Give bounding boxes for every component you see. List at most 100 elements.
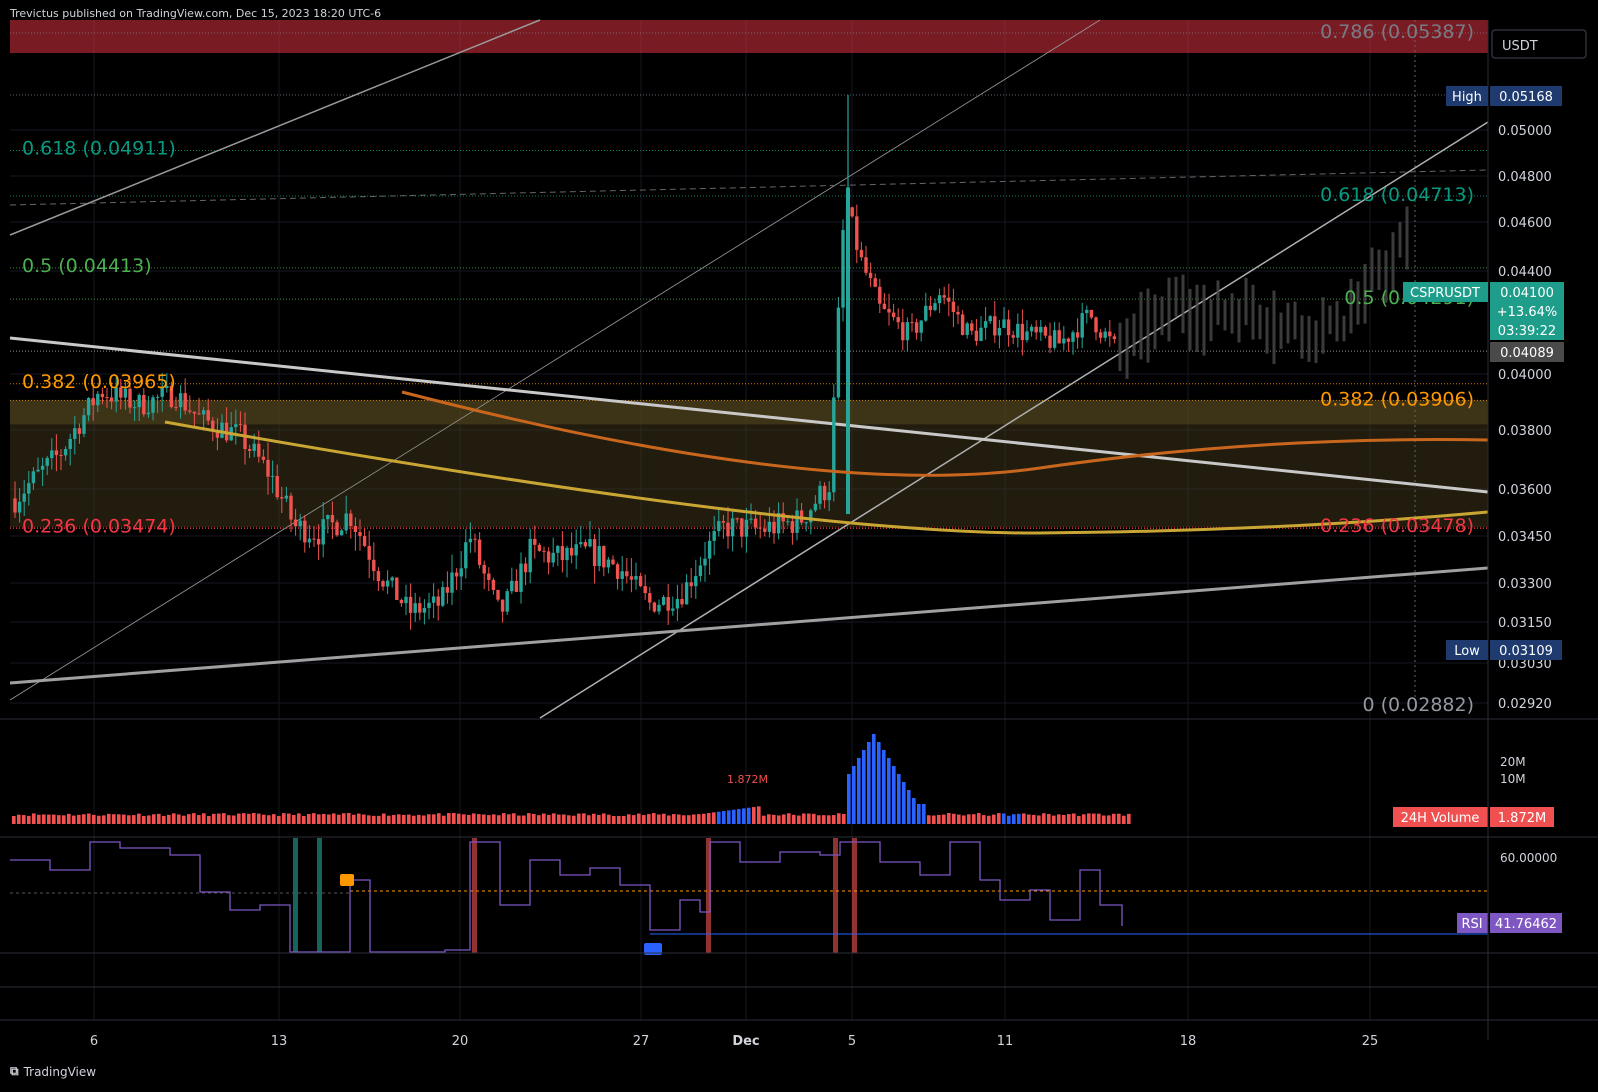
candle-body-186	[868, 272, 873, 279]
candle-body-111	[523, 563, 528, 573]
candle-body-161	[753, 518, 758, 528]
candle-body-151	[707, 540, 712, 559]
resistance-zone	[10, 20, 1488, 53]
volume-bar-5	[37, 814, 41, 824]
volume-bar-184	[932, 815, 936, 824]
candle-body-36	[178, 393, 183, 408]
candle-body-39	[192, 411, 197, 414]
volume-bar-217	[1097, 813, 1101, 824]
candle-body-201	[937, 295, 942, 304]
candle-body-100	[473, 538, 477, 540]
volume-bar-169	[857, 758, 861, 824]
volume-bar-52	[272, 814, 276, 824]
candle-body-185	[864, 257, 868, 273]
volume-bar-212	[1072, 813, 1076, 824]
candle-body-85	[404, 596, 408, 604]
volume-bar-164	[832, 815, 836, 824]
volume-bar-192	[972, 814, 976, 824]
volume-bar-130	[662, 813, 666, 824]
candle-body-177	[827, 492, 831, 501]
price-axis: USDT 0.05000 0.04800 0.04600 0.04400 0.04000 0…	[0, 20, 1598, 1040]
candle-body-109	[514, 580, 519, 592]
volume-bar-104	[532, 813, 536, 824]
candle-body-207	[965, 323, 969, 335]
candle-body-18	[96, 393, 100, 406]
volume-bar-0	[12, 815, 16, 824]
candle-body-37	[183, 393, 187, 411]
candle-body-122	[574, 544, 578, 556]
candle-body-86	[408, 596, 413, 613]
time-tick-8: 25	[1362, 1034, 1379, 1049]
projection-bar-36	[1370, 247, 1374, 293]
volume-bar-77	[397, 814, 401, 824]
rsi-value-box	[1490, 913, 1562, 933]
volume-bar-8	[52, 814, 56, 824]
volume-bar-153	[777, 815, 781, 824]
volume-bar-57	[297, 813, 301, 824]
volume-bar-102	[522, 815, 526, 824]
candle-body-220	[1025, 331, 1029, 341]
volume-bar-209	[1057, 814, 1061, 824]
chart-canvas[interactable]: 0.618 (0.04911) 0.5 (0.04413) 0.382 (0.039…	[0, 0, 1598, 1060]
candle-body-209	[974, 330, 979, 341]
volume-bar-103	[527, 813, 531, 824]
volume-bar-7	[47, 814, 51, 824]
last-price: 0.04100	[1500, 286, 1554, 301]
volume-value-box	[1490, 807, 1554, 827]
time-tick-4: Dec	[732, 1034, 759, 1049]
volume-bar-131	[667, 815, 671, 824]
footer: ⧉ TradingView	[10, 1064, 96, 1079]
volume-bar-86	[442, 815, 446, 824]
volume-bar-84	[432, 814, 436, 824]
volume-bar-27	[147, 815, 151, 824]
volume-bar-129	[657, 814, 661, 824]
time-tick-6: 11	[997, 1034, 1014, 1049]
candle-body-12	[68, 438, 72, 449]
volume-bar-151	[767, 814, 771, 824]
candle-body-87	[413, 603, 417, 613]
projection-bar-0	[1118, 322, 1122, 372]
projection-bar-2	[1132, 313, 1136, 357]
volume-bar-170	[862, 750, 866, 824]
volume-bar-92	[472, 813, 476, 824]
candle-body-134	[629, 576, 634, 580]
volume-bar-47	[247, 813, 251, 824]
price-tick-7: 0.03450	[1498, 530, 1552, 545]
candle-body-175	[818, 485, 822, 504]
candle-body-61	[293, 519, 298, 527]
candle-body-115	[542, 550, 546, 552]
volume-bar-78	[402, 814, 406, 824]
candle-body-193	[901, 322, 905, 341]
candle-body-64	[307, 538, 312, 543]
candle-body-125	[588, 539, 592, 547]
volume-bar-203	[1027, 814, 1031, 824]
volume-bar-123	[627, 814, 631, 824]
projection-bar-9	[1181, 274, 1185, 334]
candle-body-106	[500, 599, 505, 612]
candle-body-155	[726, 522, 730, 537]
candle-body-28	[142, 395, 146, 415]
rsi-label: RSI	[1461, 917, 1482, 932]
projection-bar-30	[1328, 305, 1332, 335]
projection-bar-40	[1398, 222, 1402, 258]
candle-body-91	[431, 596, 436, 603]
projection-bar-16	[1230, 293, 1234, 334]
candle-body-38	[188, 410, 192, 412]
projection-bar-6	[1160, 296, 1164, 336]
projection-bar-5	[1153, 294, 1157, 350]
projection-bar-12	[1202, 284, 1206, 356]
candle-body-178	[832, 397, 836, 493]
support-trendline	[539, 121, 1489, 719]
candle-body-83	[395, 577, 399, 600]
candle-body-33	[165, 385, 169, 389]
volume-bar-112	[572, 815, 576, 824]
candle-body-231	[1075, 332, 1080, 338]
candle-body-228	[1062, 338, 1066, 344]
candle-body-229	[1066, 338, 1071, 342]
candle-body-190	[887, 308, 891, 313]
volume-bar-165	[837, 813, 841, 824]
candle-body-194	[905, 322, 910, 341]
volume-bar-80	[412, 815, 416, 824]
volume-bar-198	[1002, 813, 1006, 824]
ascending-support	[9, 566, 1489, 685]
